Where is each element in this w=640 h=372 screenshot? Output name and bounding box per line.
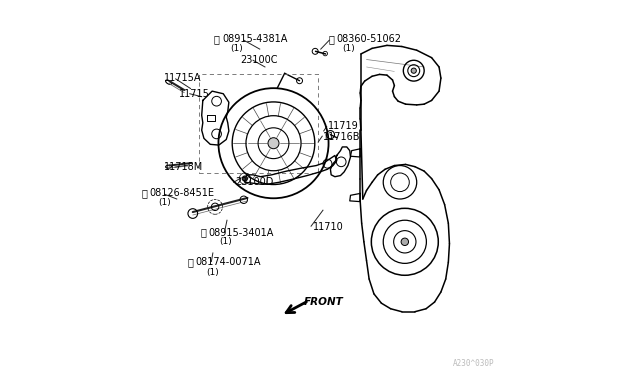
Text: 08915-4381A: 08915-4381A xyxy=(223,34,288,44)
Circle shape xyxy=(268,138,279,149)
Text: 08126-8451E: 08126-8451E xyxy=(150,189,214,198)
Text: Ⓑ: Ⓑ xyxy=(188,257,193,267)
Text: Ⓑ: Ⓑ xyxy=(141,189,147,198)
Text: Ⓜ: Ⓜ xyxy=(201,228,207,237)
Text: 11715A: 11715A xyxy=(164,73,201,83)
Text: 08915-3401A: 08915-3401A xyxy=(209,228,274,237)
Text: (1): (1) xyxy=(158,198,171,207)
Text: Ⓢ: Ⓢ xyxy=(328,34,334,44)
Text: Ⓟ: Ⓟ xyxy=(214,34,220,44)
Text: FRONT: FRONT xyxy=(303,297,344,307)
Text: (1): (1) xyxy=(219,237,232,246)
Text: 08360-51062: 08360-51062 xyxy=(337,34,402,44)
Text: 11719: 11719 xyxy=(328,122,359,131)
Text: 08174-0071A: 08174-0071A xyxy=(195,257,261,267)
Text: (1): (1) xyxy=(230,44,243,53)
Text: 23100C: 23100C xyxy=(240,55,278,65)
Text: 23100D: 23100D xyxy=(235,177,273,187)
Circle shape xyxy=(243,176,248,181)
Text: 11710: 11710 xyxy=(312,222,343,232)
Text: 11718M: 11718M xyxy=(164,163,203,172)
Circle shape xyxy=(411,68,417,73)
Text: 11715: 11715 xyxy=(179,89,211,99)
Text: 11716B: 11716B xyxy=(323,132,360,142)
Text: (1): (1) xyxy=(342,44,355,53)
Text: A230^030P: A230^030P xyxy=(453,359,495,368)
Circle shape xyxy=(401,238,408,246)
Text: (1): (1) xyxy=(207,268,220,277)
